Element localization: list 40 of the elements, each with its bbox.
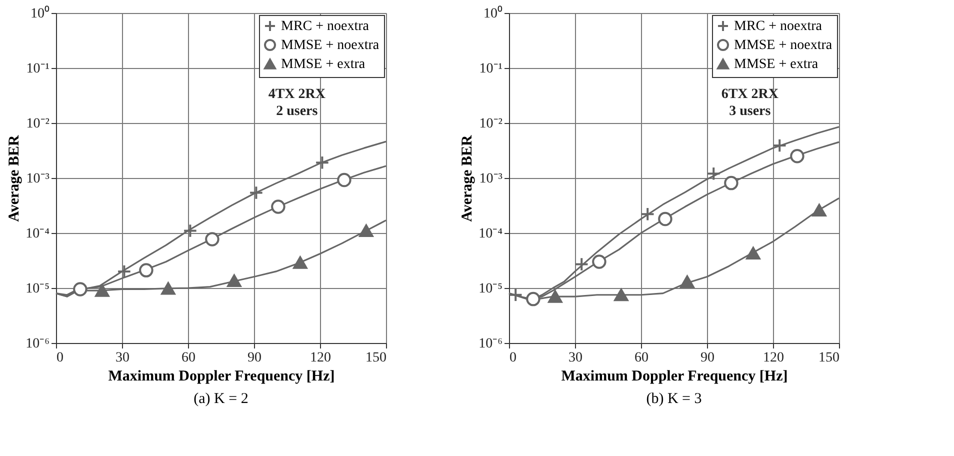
y-tick-label: 10⁻⁴ xyxy=(26,226,50,242)
x-tick-label: 0 xyxy=(56,350,64,366)
legend-label: MRC + noextra xyxy=(281,19,370,34)
x-tick-label: 30 xyxy=(568,350,582,366)
x-tick-label: 120 xyxy=(763,350,784,366)
legend-label: MMSE + extra xyxy=(281,57,366,72)
y-tick-label: 10⁰ xyxy=(30,6,50,22)
y-tick-label: 10⁻¹ xyxy=(26,62,50,76)
x-tick-label: 90 xyxy=(248,350,262,366)
annotation: 2 users xyxy=(276,104,318,119)
y-tick-label: 10⁻⁶ xyxy=(478,336,503,352)
text: (b) K = 3 xyxy=(646,391,702,407)
text: (a) K = 2 xyxy=(194,391,248,407)
annotation: 3 users xyxy=(729,104,772,119)
y-axis-title: Average BER xyxy=(6,134,23,222)
y-tick-label: 10⁻⁵ xyxy=(26,282,50,296)
x-tick-label: 30 xyxy=(116,350,130,366)
y-axis-title: Average BER xyxy=(460,134,476,222)
x-tick-label: 150 xyxy=(366,350,386,366)
x-axis-title: Maximum Doppler Frequency [Hz] xyxy=(561,368,788,384)
y-tick-label: 10⁻² xyxy=(479,116,502,132)
x-axis-title: Maximum Doppler Frequency [Hz] xyxy=(108,368,335,384)
y-tick-label: 10⁻⁴ xyxy=(478,226,503,242)
x-tick-label: 0 xyxy=(510,350,516,366)
x-tick-label: 60 xyxy=(182,350,196,366)
legend-label: MMSE + extra xyxy=(734,57,819,72)
x-tick-label: 120 xyxy=(310,350,331,366)
y-tick-label: 10⁻² xyxy=(26,116,50,132)
x-tick-label: 150 xyxy=(818,350,840,366)
x-tick-label: 60 xyxy=(634,350,648,366)
y-tick-label: 10⁻³ xyxy=(26,172,50,186)
legend-label: MRC + noextra xyxy=(734,19,823,34)
legend-label: MMSE + noextra xyxy=(281,38,380,53)
y-tick-label: 10⁻¹ xyxy=(479,62,502,76)
y-tick-label: 10⁻⁵ xyxy=(478,282,503,296)
x-tick-label: 90 xyxy=(700,350,714,366)
y-tick-label: 10⁻³ xyxy=(479,172,502,186)
y-tick-label: 10⁰ xyxy=(484,6,502,22)
y-tick-label: 10⁻⁶ xyxy=(26,336,50,352)
legend-label: MMSE + noextra xyxy=(734,38,833,53)
